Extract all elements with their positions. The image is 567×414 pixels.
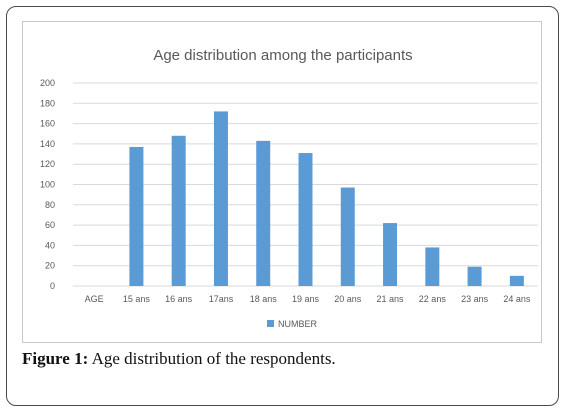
x-tick-label: 19 ans (292, 294, 320, 304)
bar (509, 275, 524, 286)
y-tick-label: 100 (40, 180, 55, 190)
y-tick-label: 140 (40, 139, 55, 149)
x-tick-label: 23 ans (461, 294, 489, 304)
bar (467, 266, 482, 286)
y-tick-label: 60 (45, 220, 55, 230)
x-axis: AGE 15 ans 16 ans 17ans 18 ans 19 ans 20 ans 21… (85, 294, 531, 304)
y-tick-label: 200 (40, 78, 55, 88)
bar (213, 111, 228, 286)
x-tick-label: AGE (85, 294, 104, 304)
legend-label: NUMBER (278, 319, 318, 329)
x-tick-label: 20 ans (334, 294, 362, 304)
y-tick-label: 0 (50, 281, 55, 291)
x-tick-label: 24 ans (503, 294, 531, 304)
bar (298, 153, 313, 286)
x-tick-label: 16 ans (165, 294, 193, 304)
caption-label: Figure 1: (22, 349, 89, 368)
bar (256, 140, 271, 286)
x-tick-label: 17ans (209, 294, 234, 304)
bar (425, 247, 440, 286)
chart-area: Age distribution among the participants … (22, 21, 542, 343)
legend-swatch (267, 320, 274, 327)
y-tick-label: 80 (45, 200, 55, 210)
x-tick-label: 21 ans (377, 294, 405, 304)
bar (383, 223, 398, 286)
caption-text: Age distribution of the respondents. (88, 349, 336, 368)
bar-chart: Age distribution among the participants … (40, 47, 538, 329)
bar (171, 135, 186, 286)
x-tick-label: 18 ans (250, 294, 278, 304)
figure-caption: Figure 1: Age distribution of the respon… (22, 349, 552, 369)
y-tick-label: 180 (40, 98, 55, 108)
bar (129, 146, 144, 286)
x-tick-label: 22 ans (419, 294, 447, 304)
y-tick-label: 40 (45, 240, 55, 250)
y-tick-label: 20 (45, 261, 55, 271)
legend: NUMBER (267, 319, 318, 329)
x-tick-label: 15 ans (123, 294, 151, 304)
y-tick-label: 120 (40, 159, 55, 169)
bar (340, 187, 355, 286)
bar-series (129, 111, 524, 286)
figure-frame: Age distribution among the participants … (6, 6, 559, 406)
chart-title: Age distribution among the participants (153, 47, 412, 64)
y-axis: 0 20 40 60 80 100 120 140 160 180 200 (40, 78, 55, 291)
y-tick-label: 160 (40, 119, 55, 129)
